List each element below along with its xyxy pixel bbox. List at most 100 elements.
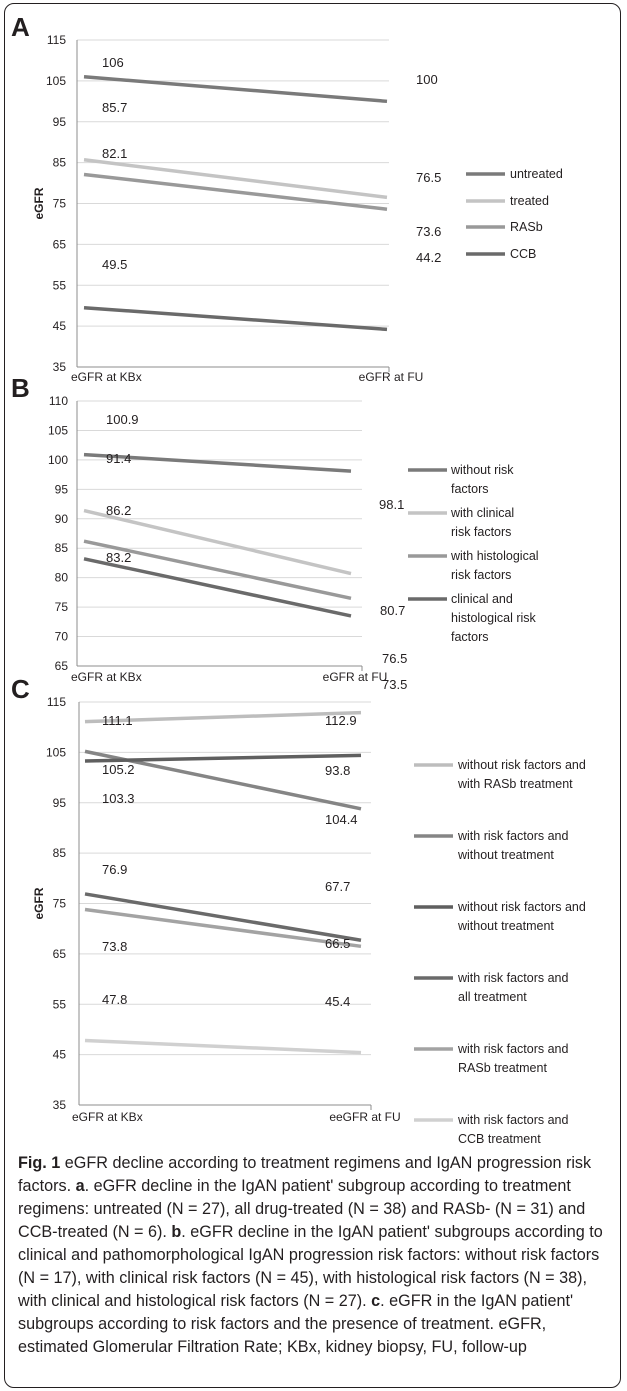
panel-c-data-label: 103.3 [102, 791, 135, 806]
panel-b-y-tick-label: 80 [55, 571, 69, 585]
panel-a-y-axis-title: eGFR [32, 187, 46, 219]
panel-c-y-tick-label: 85 [53, 846, 67, 860]
panel-b-data-label: 100.9 [106, 412, 139, 427]
panel-b-series-line [83, 539, 352, 600]
figure-caption: Fig. 1 eGFR decline according to treatme… [18, 1152, 614, 1359]
panel-c-legend-label: with risk factors and all treatment [457, 971, 569, 1004]
panel-c-legend-label: with risk factors and CCB treatment [457, 1113, 569, 1144]
panel-a-y-tick-label: 75 [53, 197, 67, 211]
panel-b-legend-label: clinical and histological risk factors [451, 592, 537, 644]
caption-fig-label: Fig. 1 [18, 1154, 61, 1172]
panel-b-letter: B [11, 373, 30, 403]
panel-c-data-label: 111.1 [102, 713, 133, 728]
panel-c-data-label: 112.9 [325, 713, 357, 728]
panel-a-y-tick-label: 65 [53, 237, 67, 251]
panel-a-letter: A [11, 12, 30, 42]
panel-b-y-tick-label: 75 [55, 600, 69, 614]
panel-a-data-label: 44.2 [416, 250, 441, 265]
panel-c-y-tick-label: 115 [47, 695, 66, 709]
caption-b-text: . eGFR decline in the IgAN patient' subg… [18, 1223, 603, 1310]
panel-c-data-label: 67.7 [325, 879, 350, 894]
panel-c-y-tick-label: 95 [53, 796, 67, 810]
panel-c-data-label: 66.5 [325, 936, 350, 951]
panel-c-y-tick-label: 55 [53, 997, 67, 1011]
panel-a-series-line [83, 172, 388, 211]
panel-a-y-tick-label: 95 [53, 115, 67, 129]
panel-c-letter: C [11, 674, 30, 704]
panel-a-data-label: 85.7 [102, 100, 127, 115]
panel-c-data-label: 73.8 [102, 939, 127, 954]
panel-a-series-line [83, 158, 388, 200]
panel-b-y-tick-label: 85 [55, 541, 69, 555]
panel-c-y-tick-label: 35 [53, 1098, 67, 1112]
panel-c-y-tick-label: 75 [53, 897, 67, 911]
panel-b-legend-label: with histological risk factors [450, 549, 539, 582]
panel-b-y-tick-label: 95 [55, 482, 69, 496]
panel-b-x-category-label: eGFR at KBx [71, 670, 142, 684]
panel-a-data-label: 73.6 [416, 224, 441, 239]
panel-a-x-category-label: eGFR at FU [359, 370, 424, 384]
panel-b-y-tick-label: 70 [55, 630, 69, 644]
panel-c-data-label: 47.8 [102, 992, 127, 1007]
panel-a-y-tick-label: 105 [46, 74, 66, 88]
panel-a-data-label: 100 [416, 72, 438, 87]
panel-a-data-label: 82.1 [102, 146, 127, 161]
panel-c-legend-label: with risk factors and RASb treatment [457, 1042, 569, 1075]
panel-b-x-category-label: eGFR at FU [323, 670, 388, 684]
panel-c-data-label: 45.4 [325, 994, 350, 1009]
panel-c-y-axis-title: eGFR [32, 887, 46, 919]
panel-c-legend-label: without risk factors and without treatmen… [457, 900, 586, 933]
caption-b-label: b [171, 1223, 182, 1241]
panel-a-x-category-label: eGFR at KBx [71, 370, 142, 384]
panel-b-data-label: 83.2 [106, 550, 131, 565]
panel-b-data-label: 98.1 [379, 497, 404, 512]
panel-c-y-tick-label: 65 [53, 947, 67, 961]
panel-b-data-label: 86.2 [106, 503, 131, 518]
panel-a-legend-label: untreated [510, 167, 563, 181]
panel-b-y-tick-label: 100 [48, 453, 68, 467]
panel-b-legend-label: without risk factors [450, 463, 514, 496]
panel-c-series-line [84, 907, 362, 949]
panel-c-x-category-label: eGFR at KBx [72, 1110, 143, 1124]
panel-a-data-label: 49.5 [102, 257, 127, 272]
caption-title: eGFR decline according to treatment regi… [18, 1154, 592, 1195]
panel-c-legend-label: with risk factors and without treatment [457, 829, 569, 862]
panel-c-data-label: 76.9 [102, 862, 127, 877]
panel-a-y-tick-label: 85 [53, 156, 67, 170]
panel-c-x-category-label: eeGFR at FU [329, 1110, 400, 1124]
panel-a-y-tick-label: 35 [53, 360, 67, 374]
panel-b-data-label: 91.4 [106, 451, 131, 466]
panel-c-series-line [84, 710, 362, 724]
panel-a-legend-label: RASb [510, 220, 543, 234]
panel-c-data-label: 105.2 [102, 762, 135, 777]
panel-b-data-label: 80.7 [380, 603, 405, 618]
panel-b-y-tick-label: 65 [55, 659, 69, 673]
panel-c-series-line [84, 1038, 362, 1055]
panel-c-y-tick-label: 45 [53, 1048, 67, 1062]
panel-a-y-tick-label: 115 [47, 33, 66, 47]
panel-b-y-tick-label: 110 [49, 394, 68, 408]
caption-c-label: c [371, 1292, 381, 1310]
panel-c-data-label: 93.8 [325, 763, 350, 778]
panel-b-series-line [83, 452, 352, 473]
panel-c-legend-label: without risk factors and with RASb treatm… [457, 758, 586, 791]
panel-a-legend-label: CCB [510, 247, 536, 261]
panel-b-y-tick-label: 105 [48, 423, 68, 437]
panel-a-series-line [83, 75, 388, 104]
panel-c-y-tick-label: 105 [46, 745, 66, 759]
panel-b-series-line [83, 557, 352, 618]
caption-a-label: a [75, 1177, 85, 1195]
caption-a-text: . eGFR decline in the IgAN patient' subg… [18, 1177, 586, 1241]
panel-a-legend-label: treated [510, 194, 549, 208]
panel-c-data-label: 104.4 [325, 812, 358, 827]
panel-c-series-line [84, 753, 362, 763]
panel-a-data-label: 76.5 [416, 170, 441, 185]
panel-b-data-label: 73.5 [382, 677, 407, 692]
panel-b-series-line [83, 508, 352, 576]
panel-a-y-tick-label: 45 [53, 319, 67, 333]
panel-b-data-label: 76.5 [382, 651, 407, 666]
panel-a-series-line [83, 305, 388, 332]
panel-c-series-line [84, 892, 362, 942]
